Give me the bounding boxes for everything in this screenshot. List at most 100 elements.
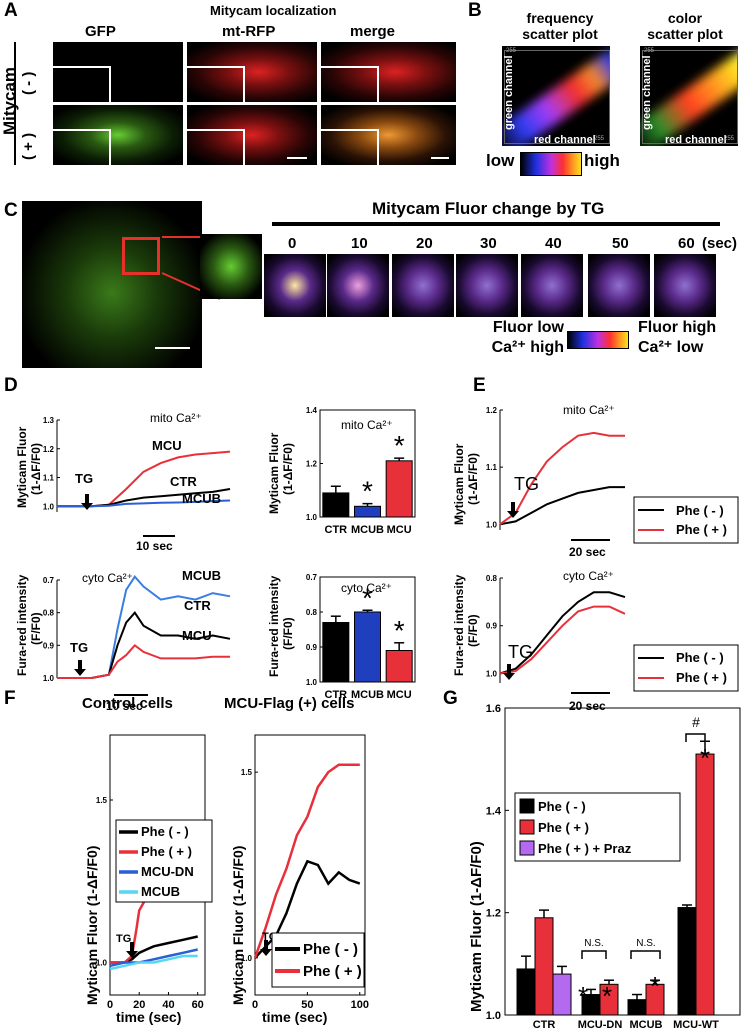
micrograph-frame-0 xyxy=(264,254,326,317)
d-cyto-bars-xlabel-mcu: MCU xyxy=(387,689,412,701)
micrograph-frame-40 xyxy=(521,254,583,317)
d-cyto-bars-xlabel-mcub: MCUB xyxy=(351,689,384,701)
micrograph-frame-20 xyxy=(392,254,454,317)
g-star-mcuwt-a: * xyxy=(683,934,693,964)
panel-a-letter: A xyxy=(4,0,18,21)
fluor-colorbar xyxy=(567,331,629,349)
e-cyto-tg-arrow xyxy=(503,664,515,680)
micrograph-frame-10 xyxy=(327,254,389,317)
d-mito-tg-arrow xyxy=(81,494,93,510)
d-cyto-ytick-label: 0.7 xyxy=(43,576,55,585)
time-unit: (sec) xyxy=(702,235,738,252)
d-cyto-bars-ytick-label: 0.9 xyxy=(306,643,318,652)
f-ctrl-ytick-label: 1.0 xyxy=(96,959,108,968)
e-mito-line-0 xyxy=(499,486,625,526)
e-cyto-ytick-label: 1.0 xyxy=(486,669,498,678)
d-cyto-bars-xlabel-ctr: CTR xyxy=(325,689,348,701)
micrograph-frame-30 xyxy=(456,254,518,317)
micrograph-cell-overview xyxy=(22,201,202,368)
panel-a-title: Mitycam localization xyxy=(210,3,337,18)
d-cyto-bars-bar-mcub xyxy=(354,611,381,683)
f-mcu-tg-arrow xyxy=(260,940,272,956)
f-ctrl-legend-label-0: Phe ( - ) xyxy=(141,824,189,839)
d-mito-bars-ytick-label: 1.0 xyxy=(306,513,318,522)
d-cyto-title: cyto Ca²⁺ xyxy=(82,571,133,585)
f-ctrl-tg: TG xyxy=(116,933,131,945)
d-mito-bars-xlabel-mcu: MCU xyxy=(387,524,412,536)
micrograph-gfp-plus xyxy=(53,105,183,165)
col-label-gfp: GFP xyxy=(85,23,116,40)
f-ctrl-tg-arrow xyxy=(126,942,138,958)
f-ctrl-legend-label-1: Phe ( + ) xyxy=(141,844,192,859)
g-star-mcub: * xyxy=(650,971,660,1001)
d-mito-bars-bar-mcub xyxy=(354,505,381,518)
micrograph-frame-60 xyxy=(654,254,716,317)
f-ctrl-xtick-label: 60 xyxy=(192,999,204,1011)
plot2-title-line2: scatter plot xyxy=(647,26,723,42)
col-label-merge: merge xyxy=(350,23,396,40)
g-legend-swatch-0 xyxy=(519,798,535,814)
d-cyto-bars-bar-mcu xyxy=(385,650,413,683)
d-cyto-bars-ylabel: Fura-red intensity xyxy=(267,575,281,677)
f-ctrl-xtick-label: 0 xyxy=(107,999,113,1011)
d-cyto-label-mcu: MCU xyxy=(182,628,212,643)
d-cyto-bars-ytick-label: 1.0 xyxy=(306,678,318,687)
f-ctrl-legend-label-3: MCUB xyxy=(141,884,180,899)
g-legend-swatch-2 xyxy=(519,840,535,856)
time-label-60: 60 xyxy=(678,235,695,252)
legend-fluor-high: Fluor high Ca²⁺ low xyxy=(638,319,716,357)
f-mcu-ytick-label: 1.0 xyxy=(241,954,253,963)
d-mito-tg: TG xyxy=(75,471,93,486)
d-cyto-ytick-label: 0.8 xyxy=(43,609,55,618)
g-bar-ctr-1 xyxy=(534,917,554,1016)
colorbar-low-label: low xyxy=(486,151,515,170)
plot1-title-line1: frequency xyxy=(526,10,594,26)
e-cyto-ytick-label: 0.8 xyxy=(486,574,498,583)
d-cyto-tg-arrow xyxy=(74,660,86,676)
g-ns-mcudn: N.S. xyxy=(584,938,603,949)
g-legend-label-2: Phe ( + ) + Praz xyxy=(538,841,632,856)
d-cyto-label-ctr: CTR xyxy=(184,598,211,613)
micrograph-rfp-minus xyxy=(187,42,317,102)
colorbar-high-label: high xyxy=(584,151,620,170)
g-star-mcuwt-b: * xyxy=(700,743,710,773)
e-mito-ytick-label: 1.0 xyxy=(486,520,498,529)
d-mito-ytick-label: 1.0 xyxy=(43,502,55,511)
e-cyto-title: cyto Ca²⁺ xyxy=(563,569,614,583)
d-mito-label-mcu: MCU xyxy=(152,438,182,453)
f-mcu-xlabel: time (sec) xyxy=(262,1009,327,1025)
d-cyto-bars-title: cyto Ca²⁺ xyxy=(341,581,392,595)
g-legend-label-1: Phe ( + ) xyxy=(538,820,589,835)
micrograph-rfp-plus xyxy=(187,105,317,165)
g-bar-ctr-0 xyxy=(516,968,536,1016)
f-ctrl-line-2 xyxy=(109,948,198,968)
g-legend-label-0: Phe ( - ) xyxy=(538,799,586,814)
d-cyto-ylabel2: (F/F0) xyxy=(29,612,43,645)
f-ctrl-xtick-label: 40 xyxy=(162,999,174,1011)
d-cyto-bars-ytick-label: 0.7 xyxy=(306,573,318,582)
panel-c-letter: C xyxy=(4,200,18,221)
f-mcu-line-1 xyxy=(253,763,360,959)
plot1-xlabel: red channel xyxy=(534,134,596,146)
d-mito-bars-ylabel: Myticam Fluor xyxy=(267,432,281,514)
color-scatter-plot xyxy=(640,46,738,146)
legend-fluor-high-line1: Fluor high xyxy=(638,319,717,336)
e-cyto-legend-label-1: Phe ( + ) xyxy=(676,670,727,685)
micrograph-frame-50 xyxy=(588,254,650,317)
panel-g-letter: G xyxy=(443,688,458,709)
g-legend-swatch-1 xyxy=(519,819,535,835)
g-xlabel-ctr: CTR xyxy=(533,1019,556,1031)
micrograph-merge-plus xyxy=(321,105,456,165)
panel-b-letter: B xyxy=(468,0,482,21)
d-mito-bars-xlabel-ctr: CTR xyxy=(325,524,348,536)
d-mito-ytick-label: 1.1 xyxy=(43,474,55,483)
plot1-title-line2: scatter plot xyxy=(522,26,598,42)
f-mcu-title: MCU-Flag (+) cells xyxy=(224,695,354,712)
micrograph-zoom-gfp xyxy=(200,234,262,299)
d-cyto-tg: TG xyxy=(70,640,88,655)
plot2-title: color scatter plot xyxy=(630,10,740,42)
d-cyto-bars-ylabel2: (F/F0) xyxy=(281,617,295,650)
time-label-10: 10 xyxy=(351,235,368,252)
d-mito-bars-bar-mcu xyxy=(385,460,413,518)
col-label-mtrfp: mt-RFP xyxy=(222,23,276,40)
